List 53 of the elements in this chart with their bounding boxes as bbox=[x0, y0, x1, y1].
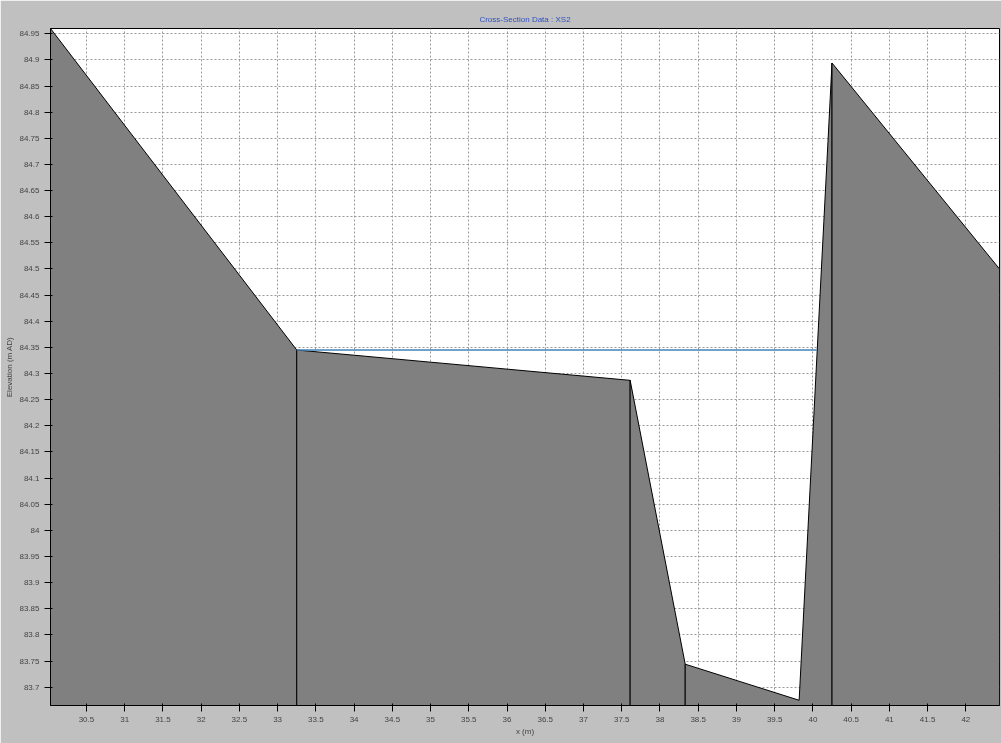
x-tick-label: 39 bbox=[731, 714, 742, 724]
y-tick-label: 84.7 bbox=[23, 159, 41, 169]
y-tick-label: 84.95 bbox=[19, 29, 41, 39]
x-tick-label: 36 bbox=[502, 714, 513, 724]
y-tick-label: 83.8 bbox=[23, 630, 41, 640]
x-tick-label: 36.5 bbox=[537, 714, 554, 724]
x-axis-title: x (m) bbox=[515, 726, 535, 736]
y-tick-label: 84.2 bbox=[23, 421, 41, 431]
x-tick-label: 38 bbox=[655, 714, 665, 724]
y-tick-label: 84.65 bbox=[19, 186, 41, 196]
y-tick-label: 84.9 bbox=[23, 55, 41, 65]
y-tick-label: 84.15 bbox=[19, 447, 41, 457]
y-tick-label: 84 bbox=[30, 525, 41, 535]
x-tick-label: 37.5 bbox=[613, 714, 631, 724]
y-tick-label: 84.4 bbox=[23, 316, 41, 326]
y-tick-label: 84.35 bbox=[19, 342, 41, 352]
x-tick-label: 41 bbox=[884, 714, 895, 724]
x-tick-label: 37 bbox=[579, 714, 589, 724]
x-tick-label: 30.5 bbox=[78, 714, 95, 724]
x-tick-label: 34 bbox=[349, 714, 360, 724]
x-tick-label: 31 bbox=[120, 714, 130, 724]
x-tick-label: 31.5 bbox=[155, 714, 172, 724]
y-tick-label: 84.25 bbox=[19, 395, 41, 405]
y-tick-label: 84.55 bbox=[19, 238, 41, 248]
y-tick-label: 83.7 bbox=[23, 682, 41, 692]
x-tick-label: 33.5 bbox=[308, 714, 325, 724]
x-tick-label: 35.5 bbox=[461, 714, 478, 724]
y-tick-label: 84.75 bbox=[19, 133, 41, 143]
y-tick-label: 84.6 bbox=[23, 212, 41, 222]
x-tick-label: 38.5 bbox=[690, 714, 707, 724]
x-tick-label: 32 bbox=[196, 714, 207, 724]
y-tick-label: 83.9 bbox=[23, 578, 41, 588]
x-tick-label: 42 bbox=[961, 714, 971, 724]
chart-title: Cross-Section Data : XS2 bbox=[479, 14, 572, 24]
x-tick-label: 41.5 bbox=[919, 714, 936, 724]
x-tick-label: 39.5 bbox=[766, 714, 784, 724]
y-tick-label: 83.95 bbox=[19, 552, 41, 562]
x-tick-label: 40.5 bbox=[843, 714, 860, 724]
y-tick-label: 84.5 bbox=[23, 264, 41, 274]
x-tick-label: 40 bbox=[808, 714, 818, 724]
y-tick-label: 83.85 bbox=[19, 604, 41, 614]
y-tick-label: 84.3 bbox=[23, 369, 41, 379]
y-tick-label: 84.8 bbox=[23, 107, 41, 117]
y-tick-label: 84.45 bbox=[19, 290, 41, 300]
y-tick-label: 84.85 bbox=[19, 81, 41, 91]
y-axis-title: Elevation (m AD) bbox=[5, 336, 15, 398]
y-tick-label: 83.75 bbox=[19, 656, 41, 666]
x-tick-label: 32.5 bbox=[231, 714, 248, 724]
y-tick-label: 84.05 bbox=[19, 499, 41, 509]
x-tick-label: 33 bbox=[273, 714, 283, 724]
x-tick-label: 34.5 bbox=[384, 714, 401, 724]
y-tick-label: 84.1 bbox=[23, 473, 41, 483]
x-tick-label: 35 bbox=[426, 714, 436, 724]
